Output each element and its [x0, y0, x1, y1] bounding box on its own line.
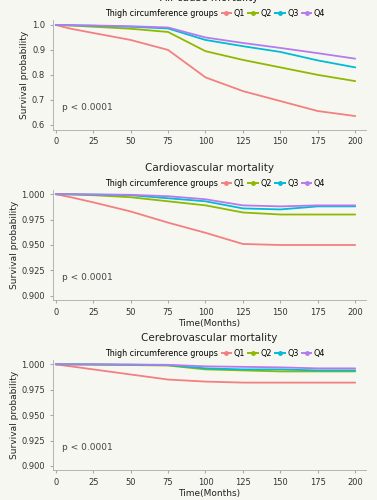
Title: All-cause mortality: All-cause mortality	[160, 0, 258, 2]
Text: p < 0.0001: p < 0.0001	[62, 444, 113, 452]
Y-axis label: Survival probability: Survival probability	[9, 201, 18, 289]
Text: p < 0.0001: p < 0.0001	[62, 274, 113, 282]
Title: Cardiovascular mortality: Cardiovascular mortality	[145, 162, 274, 172]
X-axis label: Time(Months): Time(Months)	[178, 490, 240, 498]
Text: p < 0.0001: p < 0.0001	[62, 103, 113, 112]
X-axis label: Time(Months): Time(Months)	[178, 320, 240, 328]
Title: Cerebrovascular mortality: Cerebrovascular mortality	[141, 333, 277, 343]
Legend: Thigh circumference groups, Q1, Q2, Q3, Q4: Thigh circumference groups, Q1, Q2, Q3, …	[93, 179, 325, 188]
Legend: Thigh circumference groups, Q1, Q2, Q3, Q4: Thigh circumference groups, Q1, Q2, Q3, …	[93, 9, 325, 18]
Legend: Thigh circumference groups, Q1, Q2, Q3, Q4: Thigh circumference groups, Q1, Q2, Q3, …	[93, 349, 325, 358]
Y-axis label: Survival probability: Survival probability	[9, 371, 18, 459]
Y-axis label: Survival probability: Survival probability	[20, 31, 29, 119]
